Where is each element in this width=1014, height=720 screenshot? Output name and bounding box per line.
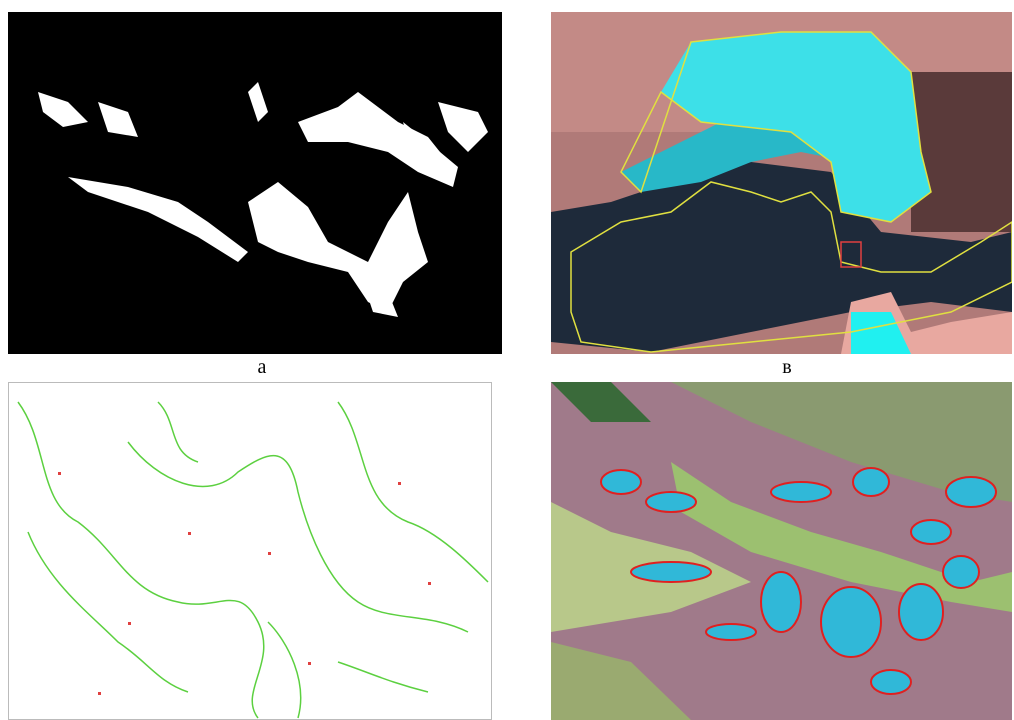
- contour-image: [8, 382, 492, 720]
- panel-label: в: [767, 356, 807, 379]
- panel-label: а: [242, 356, 282, 379]
- satellite-zoom-image: [551, 12, 1012, 354]
- binary-mask-image: [8, 12, 502, 354]
- satellite-overview-image: [551, 382, 1012, 720]
- figure: а в: [0, 0, 1014, 720]
